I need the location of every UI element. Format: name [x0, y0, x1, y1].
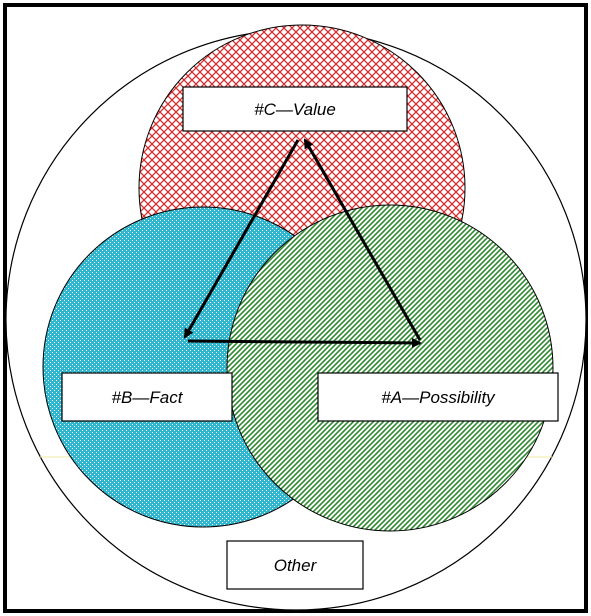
other-label-box — [226, 540, 364, 590]
arrow-value-to-fact — [183, 139, 300, 339]
arrow-possibility-to-value — [303, 138, 422, 341]
possibility-label: #A—Possibility — [381, 388, 496, 407]
fact-label: #B—Fact — [112, 388, 184, 407]
value-label: #C—Value — [254, 100, 336, 119]
arrow-fact-to-possibility — [187, 337, 422, 348]
value-label-box — [182, 86, 408, 132]
triangle-arrows — [183, 138, 422, 348]
fact-label-box — [61, 372, 233, 422]
other-label: Other — [274, 556, 318, 575]
possibility-circle — [226, 204, 554, 532]
possibility-label-box — [317, 372, 559, 422]
